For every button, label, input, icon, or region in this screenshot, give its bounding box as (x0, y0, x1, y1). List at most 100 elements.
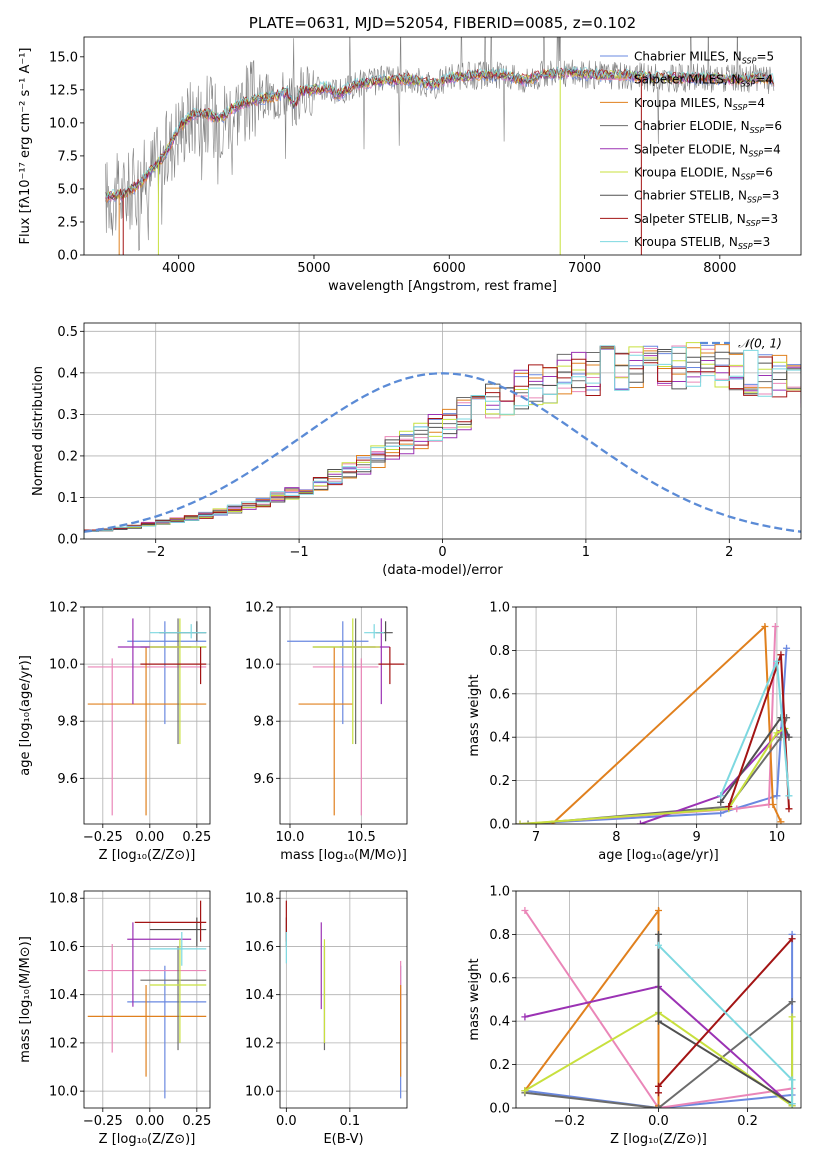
x-axis-label: Z [log₁₀(Z/Z⊙)] (99, 1132, 196, 1147)
marker-plus (771, 623, 779, 631)
x-axis-label: Z [log₁₀(Z/Z⊙)] (99, 848, 196, 863)
weight-series-kroupa-elodie (516, 725, 789, 824)
y-tick-label: 1.0 (489, 885, 510, 900)
y-tick-label: 9.6 (253, 772, 274, 787)
marker-plus (788, 1076, 796, 1084)
x-axis-label: age [log₁₀(age/yr)] (598, 848, 719, 863)
errorbar-point-kroupa-stelib (149, 931, 207, 966)
x-tick-label: −0.25 (83, 830, 123, 845)
axes-overlay: −2 −1 0 1 2 0.0 0.1 0.2 0.3 0.4 0.5 (data-model)/er… (31, 322, 802, 578)
y-tick-label: 0.0 (489, 1102, 510, 1117)
y-tick-label: 10.2 (245, 601, 274, 616)
marker-plus (785, 792, 793, 800)
y-tick-label: 0.5 (57, 325, 78, 340)
x-tick-label: 4000 (162, 261, 195, 276)
weight-line (524, 1011, 794, 1108)
axes-frame (83, 36, 802, 256)
marker-plus (655, 1017, 662, 1025)
axes-overlay: −0.2 0.0 0.2 0.0 0.2 0.4 0.6 0.8 1.0 Z [log₁₀(Z/Z… (467, 885, 802, 1147)
massweight-vs-Z-axes: −0.2 0.0 0.2 0.0 0.2 0.4 0.6 0.8 1.0 Z [log₁₀(Z/Z… (467, 885, 802, 1147)
weight-series-kroupa-miles (548, 623, 785, 824)
weight-series-chabrier-elodie (524, 714, 791, 824)
x-tick-label: 0.0 (276, 1114, 297, 1129)
errorbar-point-chabrier-miles (127, 621, 207, 725)
y-tick-label: 0.0 (57, 249, 78, 264)
residual-hist-kroupa-elodie (84, 342, 801, 539)
y-tick-label: 0.8 (489, 928, 510, 943)
x-tick-label: 6000 (433, 261, 466, 276)
errorbar-point-kroupa-stelib (149, 624, 207, 639)
y-tick-label: 10.6 (245, 940, 274, 955)
y-tick-label: 0.4 (57, 366, 78, 381)
y-tick-label: 2.5 (57, 215, 78, 230)
x-tick-label: 0.00 (135, 1114, 164, 1129)
marker-plus (655, 1089, 662, 1097)
x-tick-label: 0.25 (182, 1114, 211, 1129)
errorbar-point-kroupa-elodie (312, 618, 380, 745)
errorbar-point-kroupa-elodie (149, 618, 207, 745)
y-axis-label: mass weight (467, 674, 482, 756)
marker-plus (788, 935, 796, 943)
axes-frame (83, 606, 211, 825)
weight-series-salpeter-stelib (655, 935, 796, 1097)
y-axis-label: mass [log₁₀(M/M⊙)] (18, 936, 33, 1063)
x-axis-label: Z [log₁₀(Z/Z⊙)] (610, 1132, 707, 1147)
plot-area (516, 623, 793, 824)
legend-label: Chabrier MILES, NSSP=5 (634, 50, 774, 66)
axes-overlay: −0.25 0.00 0.25 10.0 10.2 10.4 10.6 10.8 Z [log₁… (18, 890, 211, 1147)
marker-plus (636, 820, 644, 824)
marker-plus (788, 1100, 796, 1108)
marker-plus (761, 623, 769, 631)
x-tick-label: 10.5 (347, 830, 376, 845)
y-tick-label: 10.2 (49, 1036, 78, 1051)
y-tick-label: 0.4 (489, 1015, 510, 1030)
marker-plus (788, 998, 796, 1006)
axes-overlay: 0.0 0.1 10.0 10.2 10.4 10.6 10.8 E(B-V) (245, 890, 408, 1147)
residual-hist-chabrier-stelib (84, 346, 801, 539)
errorbar-point-salpeter-miles (87, 944, 207, 1053)
y-tick-label: 10.8 (49, 892, 78, 907)
x-tick-label: 0.2 (737, 1114, 758, 1129)
weight-line (524, 909, 793, 1108)
errorbar-point-salpeter-miles (312, 658, 379, 816)
x-tick-label: 10 (769, 830, 786, 845)
y-tick-label: 12.5 (49, 83, 78, 98)
y-tick-label: 0.3 (57, 408, 78, 423)
marker-plus (773, 657, 781, 665)
marker-plus (783, 644, 791, 652)
legend-label: 𝒩(0, 1) (738, 337, 782, 351)
axes-frame (279, 606, 408, 825)
axes-overlay: 10.0 10.5 9.6 9.8 10.0 10.2 mass [log₁₀(M/M⊙)] (245, 601, 408, 863)
weight-series-kroupa-stelib (717, 657, 793, 800)
age-vs-mass-axes: 10.0 10.5 9.6 9.8 10.0 10.2 mass [log₁₀(M/M⊙)] (245, 601, 408, 863)
y-tick-label: 10.0 (49, 658, 78, 673)
x-tick-label: 0.1 (340, 1114, 361, 1129)
x-axis-label: wavelength [Angstrom, rest frame] (328, 279, 557, 294)
y-tick-label: 0.6 (489, 971, 510, 986)
y-tick-label: 0.0 (489, 818, 510, 833)
axes-overlay: 7 8 9 10 0.0 0.2 0.4 0.6 0.8 1.0 age [log₁₀(age/yr… (467, 601, 802, 863)
y-tick-label: 0.8 (489, 644, 510, 659)
x-tick-label: 0.00 (135, 830, 164, 845)
chart-title: PLATE=0631, MJD=52054, FIBERID=0085, z=0… (249, 14, 636, 32)
marker-plus (777, 818, 785, 824)
weight-series-kroupa-stelib (655, 941, 796, 1108)
x-tick-label: 0 (438, 545, 446, 560)
y-axis-label: Normed distribution (31, 366, 46, 496)
errorbar-point-chabrier-miles (287, 621, 369, 725)
marker-plus (788, 1013, 796, 1021)
x-tick-label: −2 (146, 545, 165, 560)
legend-label: Kroupa STELIB, NSSP=3 (634, 235, 770, 251)
y-tick-label: 10.8 (245, 892, 274, 907)
y-axis-label: age [log₁₀(age/yr)] (18, 655, 33, 776)
marker-plus (717, 798, 725, 806)
errorbar-point-chabrier-stelib (375, 621, 393, 642)
errorbar-point-kroupa-stelib (364, 624, 385, 639)
residual-hist-chabrier-miles (84, 344, 801, 539)
marker-plus (733, 805, 741, 813)
plot-area (87, 618, 207, 816)
x-tick-label: 2 (725, 545, 733, 560)
y-tick-label: 10.6 (49, 940, 78, 955)
gaussian-curve (84, 372, 801, 533)
y-tick-label: 10.4 (49, 988, 78, 1003)
